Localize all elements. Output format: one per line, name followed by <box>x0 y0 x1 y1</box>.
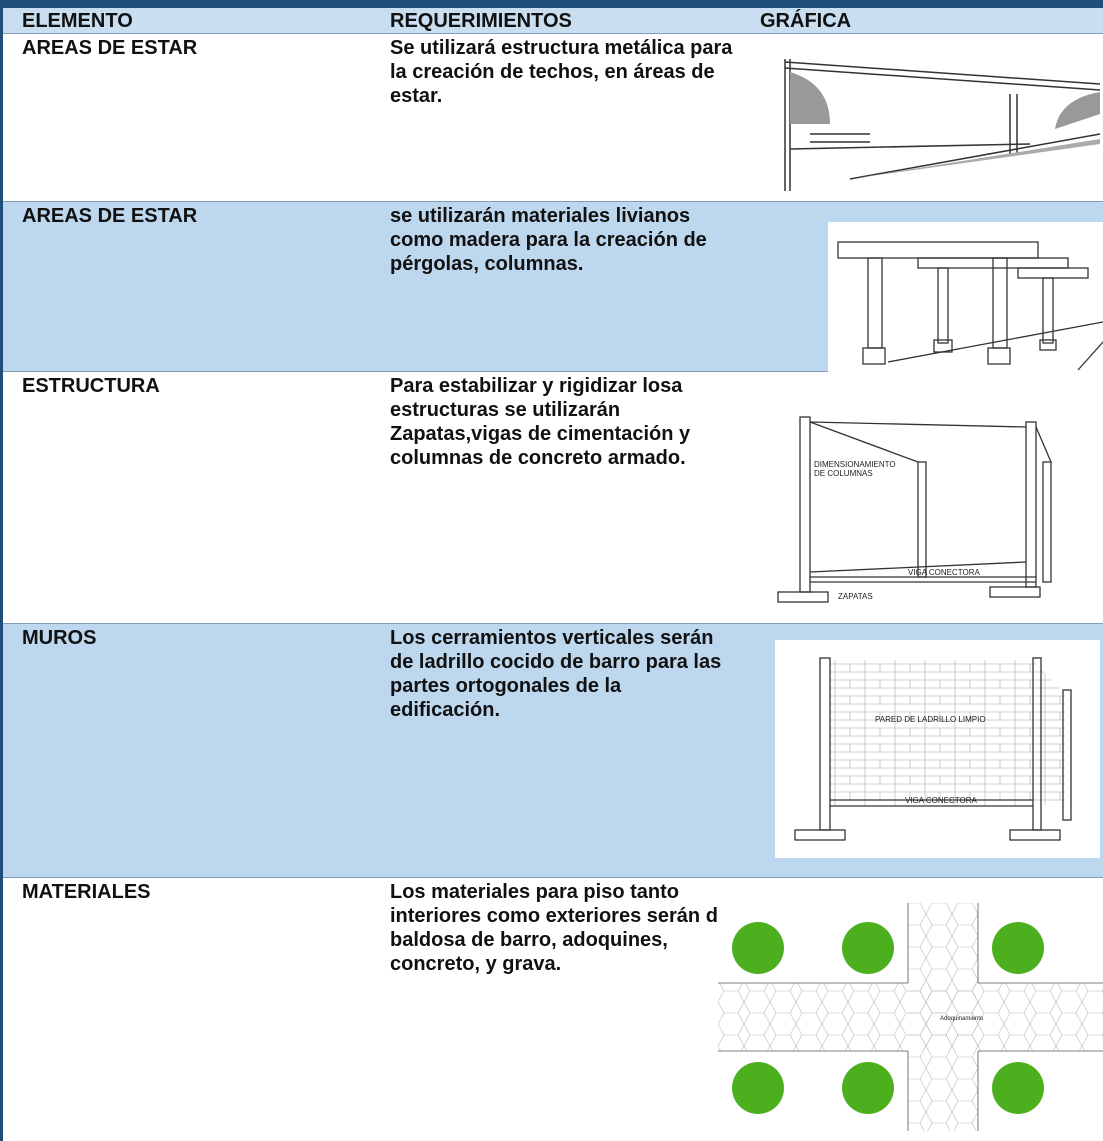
graphic-label: ZAPATAS <box>838 592 873 601</box>
top-bar <box>0 0 1103 8</box>
element-cell: AREAS DE ESTAR <box>22 205 198 227</box>
element-cell: MUROS <box>22 627 97 649</box>
header-row: ELEMENTO REQUERIMIENTOS GRÁFICA <box>3 8 1103 34</box>
header-cell: REQUERIMIENTOS <box>390 10 572 32</box>
table-row: MUROS Los cerramientos verticales serán … <box>3 624 1103 878</box>
requirement-cell: Se utilizará estructura metálica para la… <box>390 37 733 107</box>
requirement-cell: Para estabilizar y rigidizar losa estruc… <box>390 375 691 469</box>
left-border <box>0 0 3 1141</box>
table-row: MATERIALES Los materiales para piso tant… <box>3 878 1103 1141</box>
pergola-sketch <box>828 222 1103 372</box>
paving-sketch: Adoquinamiento <box>718 903 1103 1131</box>
header-cell: ELEMENTO <box>22 10 133 32</box>
table-row: AREAS DE ESTAR se utilizarán materiales … <box>3 202 1103 372</box>
graphic-label: PARED DE LADRILLO LIMPIO <box>875 715 986 724</box>
table-row: ESTRUCTURA Para estabilizar y rigidizar … <box>3 372 1103 624</box>
requirement-cell: Los cerramientos verticales serán de lad… <box>390 627 722 721</box>
header-cell: GRÁFICA <box>760 10 852 32</box>
element-cell: MATERIALES <box>22 881 151 903</box>
table-row: AREAS DE ESTAR Se utilizará estructura m… <box>3 34 1103 202</box>
roof-sketch <box>770 54 1103 194</box>
requirement-cell: Los materiales para piso tanto interiore… <box>390 881 730 975</box>
wall-sketch: PARED DE LADRILLO LIMPIO VIGA CONECTORA <box>775 640 1100 858</box>
element-cell: AREAS DE ESTAR <box>22 37 198 59</box>
structure-sketch: DIMENSIONAMIENTO DE COLUMNAS VIGA CONECT… <box>777 416 1052 603</box>
graphic-label: DE COLUMNAS <box>814 469 873 478</box>
graphic-label: VIGA CONECTORA <box>908 568 981 577</box>
graphic-label: VIGA CONECTORA <box>905 796 978 805</box>
graphic-label: Adoquinamiento <box>940 1016 984 1022</box>
element-cell: ESTRUCTURA <box>22 375 160 397</box>
graphic-label: DIMENSIONAMIENTO <box>814 460 896 469</box>
requirement-cell: se utilizarán materiales livianos como m… <box>390 205 707 275</box>
